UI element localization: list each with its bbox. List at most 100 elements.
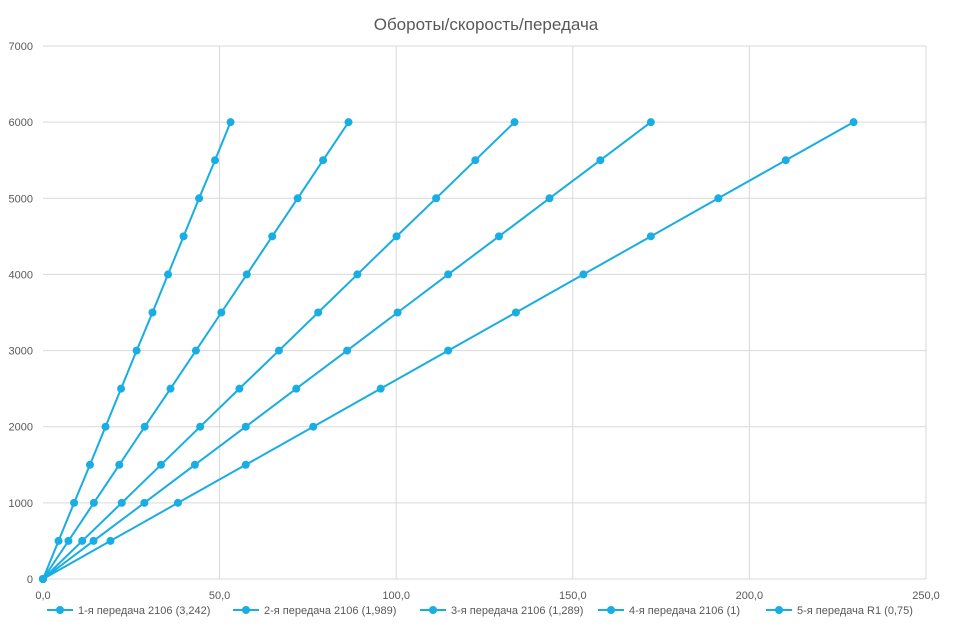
data-point xyxy=(164,270,173,279)
series-1 xyxy=(39,118,235,583)
x-tick-label: 100,0 xyxy=(382,590,410,602)
data-point xyxy=(179,232,188,241)
x-tick-label: 150,0 xyxy=(559,590,587,602)
data-point xyxy=(39,575,47,583)
data-point xyxy=(78,536,87,545)
data-point xyxy=(235,384,244,393)
legend-item: 2-я передача 2106 (1,989) xyxy=(233,605,396,617)
legend-label: 2-я передача 2106 (1,989) xyxy=(264,605,396,617)
data-point xyxy=(293,194,302,203)
data-point xyxy=(319,156,328,165)
data-point xyxy=(241,460,250,469)
legend-item: 3-я передача 2106 (1,289) xyxy=(420,605,583,617)
y-tick-label: 0 xyxy=(27,574,33,586)
x-tick-label: 250,0 xyxy=(912,590,940,602)
x-tick-label: 0,0 xyxy=(35,590,50,602)
legend-point-marker xyxy=(429,606,437,614)
chart-title: Обороты/скорость/передача xyxy=(374,15,599,34)
legend: 1-я передача 2106 (3,242) 2-я передача 21… xyxy=(47,605,913,617)
data-point xyxy=(444,346,453,355)
axis-tick-labels: 0 1000 2000 3000 4000 5000 6000 7000 0,0 50,0 100,… xyxy=(9,41,940,602)
series-layer xyxy=(39,118,858,583)
data-point xyxy=(117,384,126,393)
data-point xyxy=(132,346,141,355)
data-point xyxy=(494,232,503,241)
legend-point-marker xyxy=(56,606,64,614)
data-point xyxy=(344,118,353,127)
data-point xyxy=(849,118,858,127)
data-point xyxy=(148,308,157,317)
data-point xyxy=(70,498,79,507)
x-tick-label: 50,0 xyxy=(209,590,230,602)
data-point xyxy=(64,536,73,545)
data-point xyxy=(393,308,402,317)
data-point xyxy=(196,422,205,431)
y-tick-label: 4000 xyxy=(9,269,33,281)
data-point xyxy=(89,498,98,507)
data-point xyxy=(101,422,110,431)
data-point xyxy=(714,194,723,203)
data-point xyxy=(545,194,554,203)
y-tick-label: 3000 xyxy=(9,346,33,358)
legend-label: 1-я передача 2106 (3,242) xyxy=(78,605,210,617)
data-point xyxy=(579,270,588,279)
y-tick-label: 2000 xyxy=(9,422,33,434)
data-point xyxy=(511,308,520,317)
y-tick-label: 5000 xyxy=(9,193,33,205)
y-tick-label: 1000 xyxy=(9,498,33,510)
data-point xyxy=(353,270,362,279)
data-point xyxy=(241,422,250,431)
legend-label: 3-я передача 2106 (1,289) xyxy=(451,605,583,617)
grid-lines xyxy=(43,45,927,580)
legend-point-marker xyxy=(607,606,615,614)
data-point xyxy=(343,346,352,355)
data-point xyxy=(173,498,182,507)
legend-item: 4-я передача 2106 (1) xyxy=(598,605,740,617)
data-point xyxy=(140,422,149,431)
data-point xyxy=(510,118,519,127)
data-point xyxy=(268,232,277,241)
data-point xyxy=(117,498,126,507)
data-point xyxy=(191,346,200,355)
data-point xyxy=(471,156,480,165)
data-point xyxy=(106,536,115,545)
y-tick-label: 7000 xyxy=(9,41,33,53)
data-point xyxy=(226,118,235,127)
legend-point-marker xyxy=(242,606,250,614)
data-point xyxy=(444,270,453,279)
data-point xyxy=(309,422,318,431)
x-tick-label: 200,0 xyxy=(736,590,764,602)
legend-item: 5-я передача R1 (0,75) xyxy=(766,605,913,617)
data-point xyxy=(140,498,149,507)
legend-label: 5-я передача R1 (0,75) xyxy=(797,605,913,617)
data-point xyxy=(781,156,790,165)
y-tick-label: 6000 xyxy=(9,117,33,129)
data-point xyxy=(211,156,220,165)
series-3 xyxy=(39,118,519,583)
data-point xyxy=(646,232,655,241)
data-point xyxy=(195,194,204,203)
data-point xyxy=(217,308,226,317)
data-point xyxy=(392,232,401,241)
legend-point-marker xyxy=(775,606,783,614)
legend-label: 4-я передача 2106 (1) xyxy=(629,605,740,617)
data-point xyxy=(166,384,175,393)
data-point xyxy=(54,536,63,545)
data-point xyxy=(190,460,199,469)
data-point xyxy=(646,118,655,127)
data-point xyxy=(85,460,94,469)
data-point xyxy=(115,460,124,469)
series-2 xyxy=(39,118,353,583)
data-point xyxy=(376,384,385,393)
data-point xyxy=(274,346,283,355)
data-point xyxy=(89,536,98,545)
data-point xyxy=(242,270,251,279)
data-point xyxy=(292,384,301,393)
legend-item: 1-я передача 2106 (3,242) xyxy=(47,605,210,617)
data-point xyxy=(156,460,165,469)
series-5 xyxy=(39,118,858,583)
data-point xyxy=(432,194,441,203)
data-point xyxy=(596,156,605,165)
data-point xyxy=(314,308,323,317)
